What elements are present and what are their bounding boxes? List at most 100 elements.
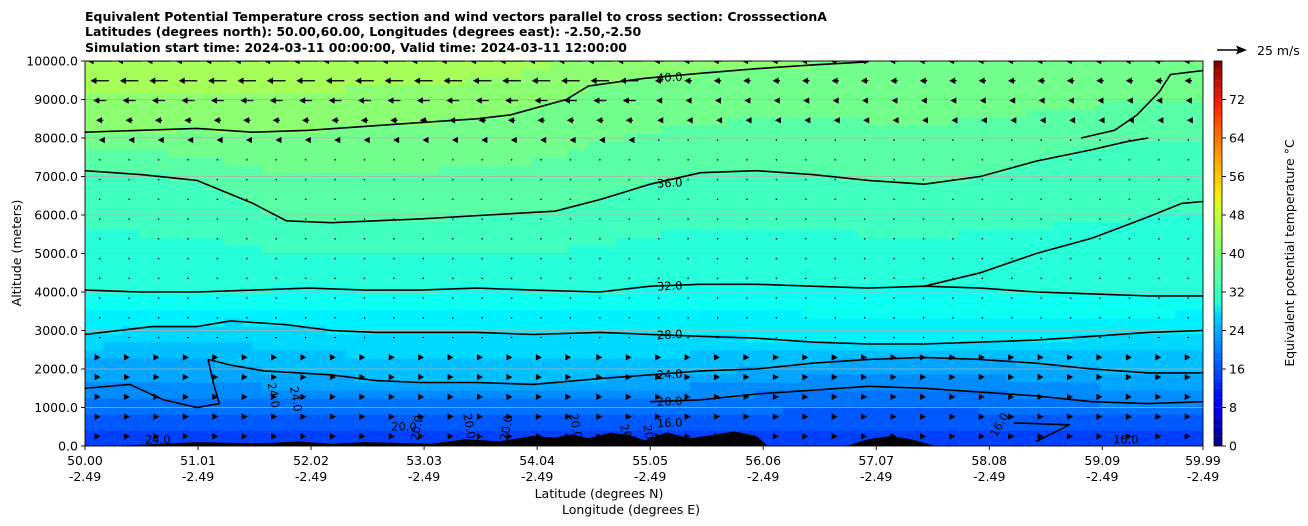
field-cell — [1025, 124, 1036, 134]
field-cell — [457, 172, 468, 183]
field-cell — [429, 301, 440, 311]
field-cell — [550, 317, 561, 327]
field-cell — [252, 132, 263, 142]
field-cell — [587, 365, 599, 375]
field-cell — [242, 341, 254, 351]
field-cell — [783, 61, 794, 70]
field-cell — [1034, 68, 1046, 78]
field-cell — [876, 325, 887, 335]
field-cell — [233, 293, 245, 303]
field-cell — [829, 196, 841, 207]
field-cell — [1006, 253, 1018, 263]
field-cell — [969, 317, 981, 327]
field-cell — [149, 196, 161, 207]
field-cell — [578, 148, 589, 158]
field-cell — [708, 253, 720, 263]
field-cell — [457, 196, 468, 207]
field-cell — [857, 180, 869, 191]
field-cell — [960, 76, 971, 86]
field-cell — [578, 92, 589, 102]
field-cell — [699, 156, 710, 166]
field-cell — [932, 140, 943, 150]
field-cell — [801, 261, 813, 271]
field-cell — [848, 381, 859, 391]
field-cell — [690, 92, 701, 102]
field-cell — [895, 204, 906, 215]
field-cell — [652, 253, 664, 263]
field-cell — [289, 244, 300, 255]
field-cell — [1016, 285, 1027, 295]
field-cell — [606, 164, 617, 174]
field-cell — [839, 68, 850, 78]
field-cell — [1006, 269, 1018, 279]
field-cell — [401, 381, 412, 391]
field-cell — [429, 429, 440, 439]
field-cell — [634, 365, 645, 375]
field-cell — [699, 365, 710, 375]
field-cell — [242, 204, 254, 215]
field-cell — [932, 421, 943, 431]
field-cell — [447, 164, 459, 174]
field-cell — [783, 124, 794, 134]
field-cell — [177, 293, 189, 303]
field-cell — [391, 156, 403, 166]
field-cell — [214, 437, 226, 446]
field-cell — [140, 188, 151, 199]
field-cell — [727, 261, 738, 271]
field-cell — [354, 92, 366, 102]
field-cell — [969, 84, 981, 94]
field-cell — [596, 108, 608, 118]
field-cell — [820, 68, 832, 78]
field-cell — [186, 293, 198, 303]
field-cell — [708, 421, 720, 431]
field-cell — [326, 220, 338, 231]
field-cell — [112, 317, 123, 327]
field-cell — [606, 84, 617, 94]
field-cell — [103, 61, 114, 70]
field-cell — [652, 381, 664, 391]
field-cell — [764, 269, 776, 279]
field-cell — [568, 124, 580, 134]
field-cell — [289, 204, 300, 215]
field-cell — [317, 244, 328, 255]
field-cell — [596, 84, 608, 94]
field-cell — [308, 172, 319, 183]
field-cell — [233, 132, 245, 142]
field-cell — [904, 164, 915, 174]
field-cell — [438, 365, 450, 375]
field-cell — [550, 140, 561, 150]
field-cell — [308, 357, 319, 367]
field-cell — [289, 349, 300, 359]
field-cell — [447, 124, 459, 134]
field-cell — [382, 437, 394, 446]
field-cell — [85, 277, 96, 287]
field-cell — [867, 301, 878, 311]
field-cell — [326, 421, 338, 431]
field-cell — [568, 236, 580, 247]
field-cell — [401, 140, 412, 150]
field-cell — [652, 244, 664, 255]
field-cell — [764, 381, 776, 391]
field-cell — [596, 68, 608, 78]
field-cell — [1016, 172, 1027, 183]
field-cell — [186, 244, 198, 255]
field-cell — [93, 253, 105, 263]
field-cell — [522, 269, 533, 279]
field-cell — [727, 100, 738, 110]
field-cell — [233, 108, 245, 118]
field-cell — [1053, 437, 1064, 446]
field-cell — [811, 309, 822, 319]
field-cell — [643, 317, 655, 327]
field-cell — [792, 228, 804, 239]
field-cell — [410, 357, 422, 367]
field-cell — [93, 405, 105, 415]
field-cell — [932, 196, 943, 207]
field-cell — [923, 108, 934, 118]
field-cell — [205, 116, 217, 126]
field-cell — [978, 172, 990, 183]
field-cell — [857, 365, 869, 375]
field-cell — [541, 68, 552, 78]
field-cell — [382, 325, 394, 335]
field-cell — [876, 349, 887, 359]
field-cell — [950, 381, 962, 391]
